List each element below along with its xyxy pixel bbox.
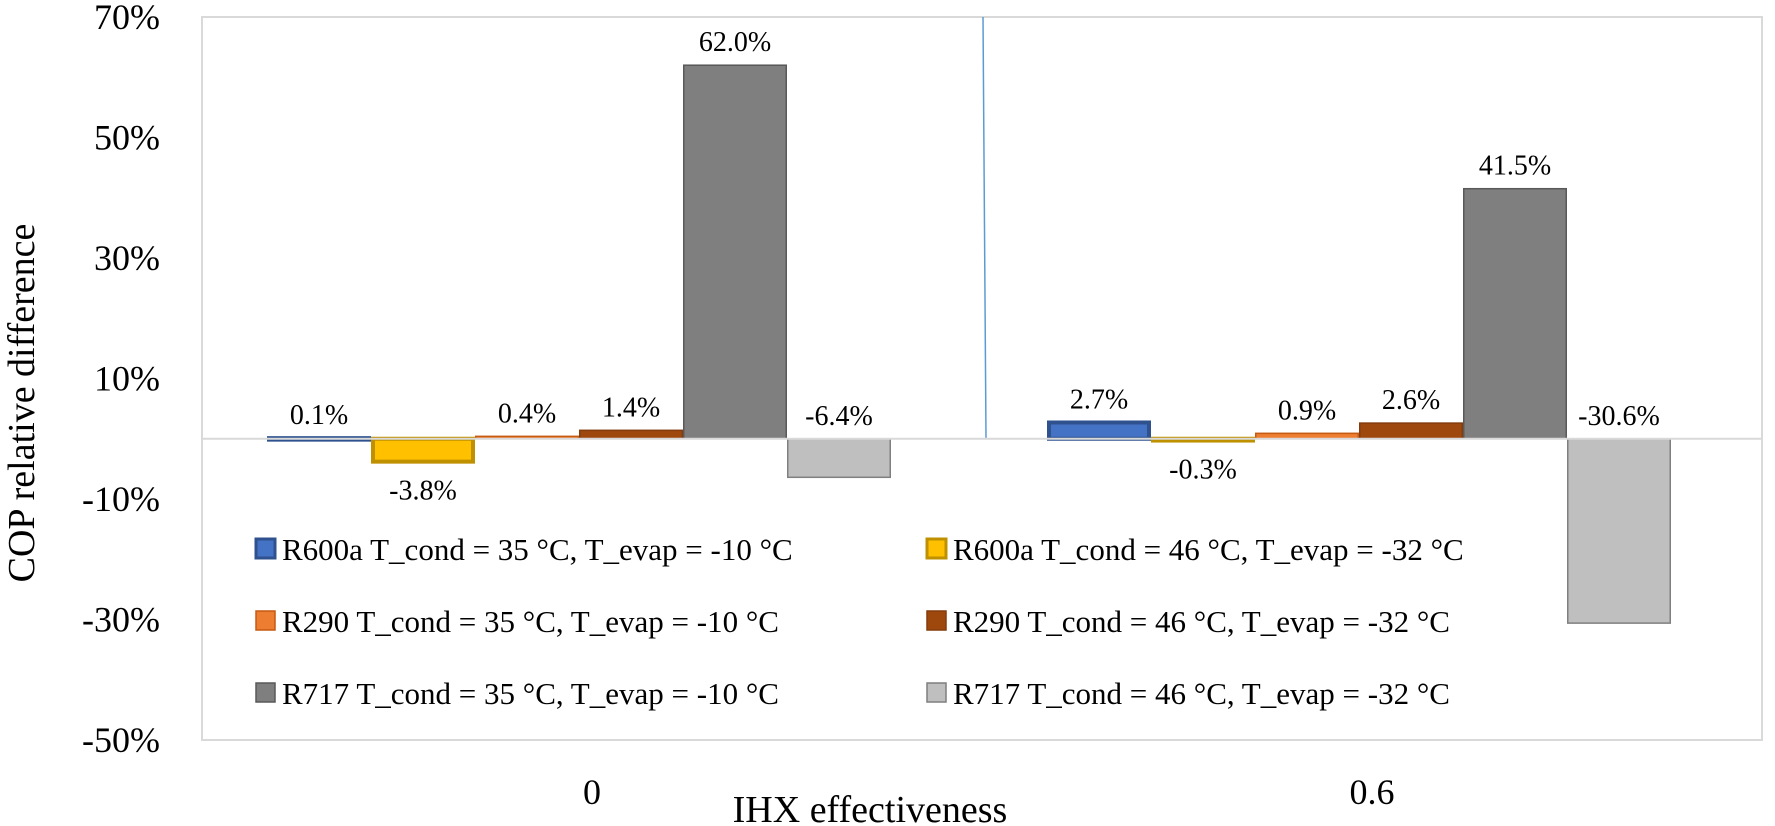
bar <box>579 429 683 440</box>
data-label: -3.8% <box>389 476 457 507</box>
data-label: 0.9% <box>1278 395 1336 426</box>
x-tick-labels: 0 0.6 <box>583 772 1395 812</box>
data-label: 62.0% <box>699 27 771 58</box>
legend-entry: R600a T_cond = 35 °C, T_evap = -10 °C <box>282 532 793 567</box>
legend-entry: R600a T_cond = 46 °C, T_evap = -32 °C <box>953 532 1464 567</box>
category-divider <box>982 16 987 439</box>
legend-swatch <box>255 682 276 703</box>
bar <box>1047 420 1151 441</box>
data-label: -0.3% <box>1169 455 1237 486</box>
legend-swatch <box>926 610 947 631</box>
y-tick-label: 50% <box>94 118 160 158</box>
legend-swatch <box>925 537 948 560</box>
bar <box>1567 438 1671 624</box>
data-label: 0.4% <box>498 398 556 429</box>
y-axis-title: COP relative difference <box>1 224 43 583</box>
y-tick-label: 70% <box>94 0 160 37</box>
data-labels: 0.1% -3.8% 0.4% 1.4% 62.0% -6.4% 2.7% -0.3% 0.9%… <box>290 27 1660 506</box>
y-tick-label: -50% <box>82 720 160 760</box>
data-label: -30.6% <box>1578 401 1660 432</box>
data-label: 2.6% <box>1382 385 1440 416</box>
bar <box>1463 187 1567 440</box>
data-label: -6.4% <box>805 401 873 432</box>
legend-entry: R290 T_cond = 46 °C, T_evap = -32 °C <box>953 604 1450 639</box>
data-label: 0.1% <box>290 400 348 431</box>
x-tick-label: 0 <box>583 772 601 812</box>
legend-entry: R717 T_cond = 46 °C, T_evap = -32 °C <box>953 676 1450 711</box>
legend: R600a T_cond = 35 °C, T_evap = -10 °C R60… <box>254 532 1464 711</box>
legend-entry: R717 T_cond = 35 °C, T_evap = -10 °C <box>282 676 779 711</box>
data-label: 41.5% <box>1479 151 1551 182</box>
y-tick-labels: 70% 50% 30% 10% -10% -30% -50% <box>82 0 160 760</box>
legend-swatch <box>926 682 947 703</box>
legend-swatch <box>254 537 277 560</box>
bar <box>1359 422 1463 440</box>
plot-area <box>201 16 1763 741</box>
data-label: 1.4% <box>602 392 660 423</box>
bar <box>683 64 787 440</box>
y-tick-label: -30% <box>82 600 160 640</box>
legend-swatch <box>255 610 276 631</box>
x-tick-label: 0.6 <box>1350 772 1395 812</box>
legend-entry: R290 T_cond = 35 °C, T_evap = -10 °C <box>282 604 779 639</box>
y-tick-label: 30% <box>94 238 160 278</box>
bar <box>787 438 891 479</box>
x-axis-title: IHX effectiveness <box>733 789 1008 826</box>
data-label: 2.7% <box>1070 384 1128 415</box>
bar <box>371 436 475 464</box>
y-tick-label: 10% <box>94 359 160 399</box>
bars <box>267 64 1671 624</box>
y-tick-label: -10% <box>82 479 160 519</box>
